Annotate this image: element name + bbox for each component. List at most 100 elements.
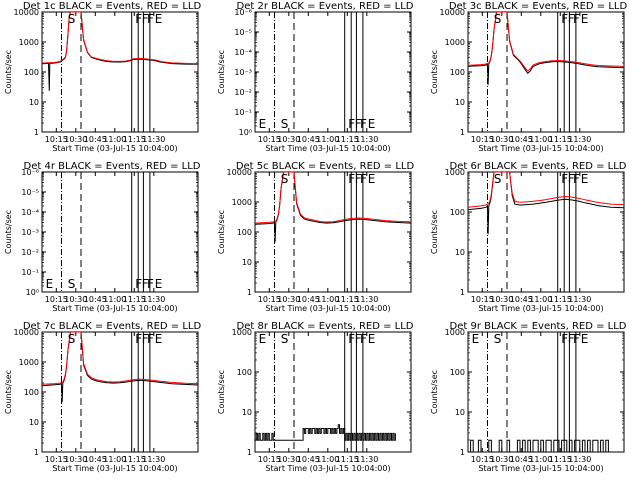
x-tick-label: 11:00: [529, 135, 552, 144]
x-tick-label: 11:15: [549, 455, 572, 464]
lld-series-line: [42, 12, 198, 65]
event-marker-f: F: [561, 172, 568, 186]
panel-det-7: Det 7c BLACK = Events, RED = LLD 1 10 100 10…: [4, 321, 201, 473]
y-tick-label: 10⁻²: [234, 88, 252, 97]
event-marker-f: F: [561, 12, 568, 26]
x-tick-label: 11:30: [568, 295, 591, 304]
event-marker-f: F: [142, 332, 149, 346]
x-axis-label: Start Time (03-Jul-15 10:04:00): [265, 304, 390, 313]
event-marker-s: S: [494, 172, 502, 186]
event-lines: [487, 332, 577, 452]
x-tick-label: 11:30: [142, 135, 165, 144]
panel-det-6: Det 6r BLACK = Events, RED = LLD 1 10 100 10…: [430, 161, 627, 313]
event-lines: [487, 12, 577, 132]
y-tick-label: 100: [237, 228, 252, 237]
x-axis-label: Start Time (03-Jul-15 10:04:00): [52, 304, 177, 313]
series-group: [42, 332, 198, 403]
event-marker-e: E: [581, 172, 589, 186]
x-tick-label: 11:15: [549, 295, 572, 304]
y-tick-label: 10⁻¹: [21, 268, 39, 277]
x-tick-label: 11:00: [529, 295, 552, 304]
lld-series-line: [468, 12, 624, 72]
x-tick-label: 10:30: [490, 135, 513, 144]
lld-series-line: [255, 172, 411, 224]
x-tick-label: 11:30: [142, 455, 165, 464]
y-tick-label: 100: [24, 388, 39, 397]
panel-det-1: Det 1c BLACK = Events, RED = LLD 1 10 100 10…: [4, 1, 201, 153]
event-marker-f: F: [147, 12, 154, 26]
y-tick-label: 1000: [232, 328, 252, 337]
x-axis-label: Start Time (03-Jul-15 10:04:00): [478, 464, 603, 473]
event-marker-e: E: [581, 332, 589, 346]
y-tick-label: 10000: [440, 8, 465, 17]
x-tick-label: 11:15: [336, 135, 359, 144]
x-tick-label: 10:30: [277, 455, 300, 464]
series-group: [255, 172, 411, 243]
event-marker-e: E: [368, 332, 376, 346]
x-axis-label: Start Time (03-Jul-15 10:04:00): [478, 304, 603, 313]
y-axis-label: Counts/sec: [430, 50, 439, 94]
plot-frame: [41, 171, 199, 293]
x-tick-label: 11:30: [355, 455, 378, 464]
plot-frame: [254, 331, 412, 453]
y-tick-label: 1: [34, 128, 39, 137]
y-tick-label: 10⁻¹: [234, 108, 252, 117]
event-lines: [487, 172, 577, 292]
x-tick-label: 11:15: [123, 135, 146, 144]
event-marker-f: F: [573, 172, 580, 186]
y-axis-label: Counts/sec: [217, 210, 226, 254]
y-tick-label: 10⁻⁶: [21, 168, 39, 177]
event-marker-s: S: [494, 332, 502, 346]
event-marker-e: E: [46, 277, 54, 291]
event-marker-e: E: [259, 117, 267, 131]
y-tick-label: 10: [242, 408, 252, 417]
event-marker-f: F: [360, 172, 367, 186]
x-tick-label: 10:45: [510, 455, 533, 464]
x-tick-label: 11:30: [355, 135, 378, 144]
y-tick-label: 1: [460, 288, 465, 297]
y-tick-label: 10⁻²: [21, 248, 39, 257]
x-tick-label: 11:30: [568, 455, 591, 464]
panel-title: Det 4r BLACK = Events, RED = LLD: [24, 161, 201, 172]
event-marker-s: S: [68, 12, 76, 26]
event-lines: [274, 332, 364, 452]
y-axis-label: Counts/sec: [4, 50, 13, 94]
series-group: [468, 12, 624, 85]
y-tick-label: 1000: [445, 168, 465, 177]
event-marker-e: E: [472, 332, 480, 346]
y-tick-label: 1: [460, 128, 465, 137]
x-tick-label: 10:45: [84, 295, 107, 304]
plot-frame: [467, 11, 625, 133]
x-tick-label: 10:45: [510, 295, 533, 304]
event-marker-f: F: [147, 332, 154, 346]
event-lines: [61, 12, 151, 132]
event-marker-s: S: [68, 332, 76, 346]
x-tick-label: 10:15: [471, 135, 494, 144]
event-marker-f: F: [568, 12, 575, 26]
panel-det-3: Det 3c BLACK = Events, RED = LLD 1 10 100 10…: [430, 1, 627, 153]
x-tick-label: 11:30: [568, 135, 591, 144]
x-axis-label: Start Time (03-Jul-15 10:04:00): [478, 144, 603, 153]
x-tick-label: 11:15: [123, 295, 146, 304]
panel-det-8: Det 8r BLACK = Events, RED = LLD 1 10 100 10…: [217, 321, 414, 473]
y-tick-label: 1000: [19, 358, 39, 367]
event-marker-f: F: [348, 172, 355, 186]
series-group: [468, 172, 624, 235]
event-marker-f: F: [147, 277, 154, 291]
y-tick-label: 100: [450, 368, 465, 377]
y-tick-label: 1: [460, 448, 465, 457]
y-tick-label: 10⁰: [239, 128, 252, 137]
x-tick-label: 11:00: [316, 295, 339, 304]
event-marker-f: F: [135, 332, 142, 346]
panel-title: Det 9r BLACK = Events, RED = LLD: [450, 321, 627, 332]
event-marker-f: F: [142, 277, 149, 291]
x-axis-label: Start Time (03-Jul-15 10:04:00): [52, 144, 177, 153]
lld-series-line: [42, 332, 198, 385]
x-tick-label: 10:45: [297, 295, 320, 304]
event-marker-s: S: [68, 277, 76, 291]
event-marker-f: F: [135, 12, 142, 26]
x-tick-label: 11:00: [316, 135, 339, 144]
panel-title: Det 1c BLACK = Events, RED = LLD: [23, 1, 202, 12]
y-tick-label: 100: [237, 368, 252, 377]
y-tick-label: 10000: [14, 328, 39, 337]
